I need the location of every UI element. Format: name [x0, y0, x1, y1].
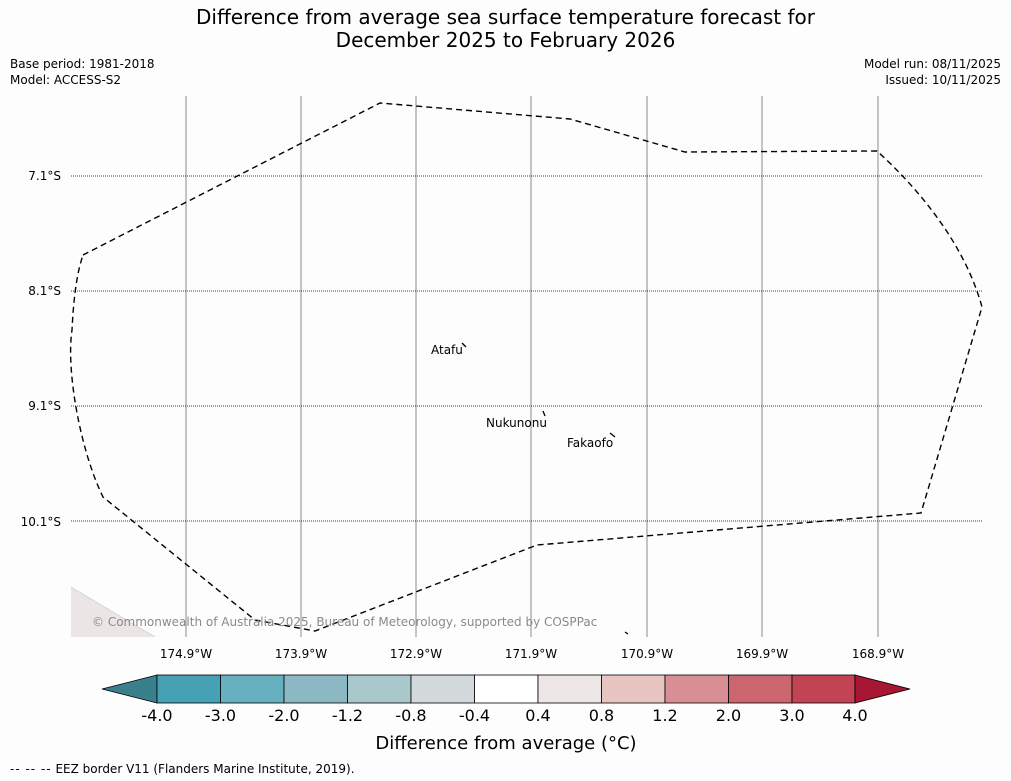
lat-label: 7.1°S [28, 169, 61, 183]
colorbar-swatch [474, 674, 539, 704]
copyright-text: © Commonwealth of Australia 2025, Bureau… [92, 615, 597, 629]
lon-label: 172.9°W [390, 647, 442, 661]
title-line-2: December 2025 to February 2026 [335, 28, 676, 52]
colorbar-swatch [791, 674, 856, 704]
run-info-left: Base period: 1981-2018 Model: ACCESS-S2 [10, 56, 155, 88]
colorbar [101, 674, 911, 704]
meridian-lines [185, 96, 879, 637]
colorbar-tick-label: -0.8 [395, 706, 426, 725]
colorbar-tick-label: 4.0 [842, 706, 867, 725]
eez-border [69, 102, 983, 632]
colorbar-swatch [601, 674, 666, 704]
nukunonu-island [542, 410, 546, 417]
colorbar-tick-label: -2.0 [268, 706, 299, 725]
place-label-atafu: Atafu [431, 343, 463, 357]
eez-footnote-text: EEZ border V11 (Flanders Marine Institut… [55, 762, 355, 776]
colorbar-tick-label: -3.0 [205, 706, 236, 725]
colorbar-label: Difference from average (°C) [375, 733, 636, 754]
colorbar-tick-label: -4.0 [141, 706, 172, 725]
lon-label: 173.9°W [275, 647, 327, 661]
lat-label: 8.1°S [28, 284, 61, 298]
map-title: Difference from average sea surface temp… [0, 6, 1011, 52]
colorbar-tick-label: 0.8 [589, 706, 614, 725]
colorbar-tick-label: 1.2 [652, 706, 677, 725]
lat-label: 10.1°S [21, 515, 61, 529]
lon-label: 169.9°W [736, 647, 788, 661]
colorbar-extend-high [854, 674, 911, 704]
place-label-fakaofo: Fakaofo [567, 436, 613, 450]
land-patch-edge [70, 586, 156, 638]
lon-label: 174.9°W [160, 647, 212, 661]
lon-label: 170.9°W [621, 647, 673, 661]
colorbar-tick-label: -1.2 [332, 706, 363, 725]
colorbar-swatch [220, 674, 285, 704]
island-markers [461, 342, 629, 635]
lon-label: 168.9°W [852, 647, 904, 661]
lon-label: 171.9°W [505, 647, 557, 661]
colorbar-swatch [347, 674, 412, 704]
lat-label: 9.1°S [28, 399, 61, 413]
colorbar-tick-label: 0.4 [525, 706, 550, 725]
place-label-nukunonu: Nukunonu [486, 416, 547, 430]
fakaofo-island [609, 432, 616, 438]
issued-text: Issued: 10/11/2025 [885, 73, 1001, 87]
eez-footnote: -- -- -- EEZ border V11 (Flanders Marine… [10, 762, 355, 776]
colorbar-tick-label: 3.0 [779, 706, 804, 725]
small-islet [624, 631, 629, 635]
title-line-1: Difference from average sea surface temp… [195, 5, 815, 29]
colorbar-swatch [283, 674, 348, 704]
colorbar-swatch [664, 674, 729, 704]
colorbar-extend-low [101, 674, 158, 704]
colorbar-tick-label: 2.0 [716, 706, 741, 725]
model-text: Model: ACCESS-S2 [10, 73, 122, 87]
run-info-right: Model run: 08/11/2025 Issued: 10/11/2025 [864, 56, 1001, 88]
eez-dash-symbol: -- -- -- [10, 762, 52, 776]
model-run-text: Model run: 08/11/2025 [863, 57, 1001, 71]
colorbar-swatch [728, 674, 793, 704]
atafu-island [461, 342, 467, 348]
base-period-text: Base period: 1981-2018 [10, 57, 155, 71]
colorbar-swatch [410, 674, 475, 704]
colorbar-tick-label: -0.4 [459, 706, 490, 725]
colorbar-swatch [537, 674, 602, 704]
colorbar-swatch [156, 674, 221, 704]
ocean-area [71, 96, 982, 637]
